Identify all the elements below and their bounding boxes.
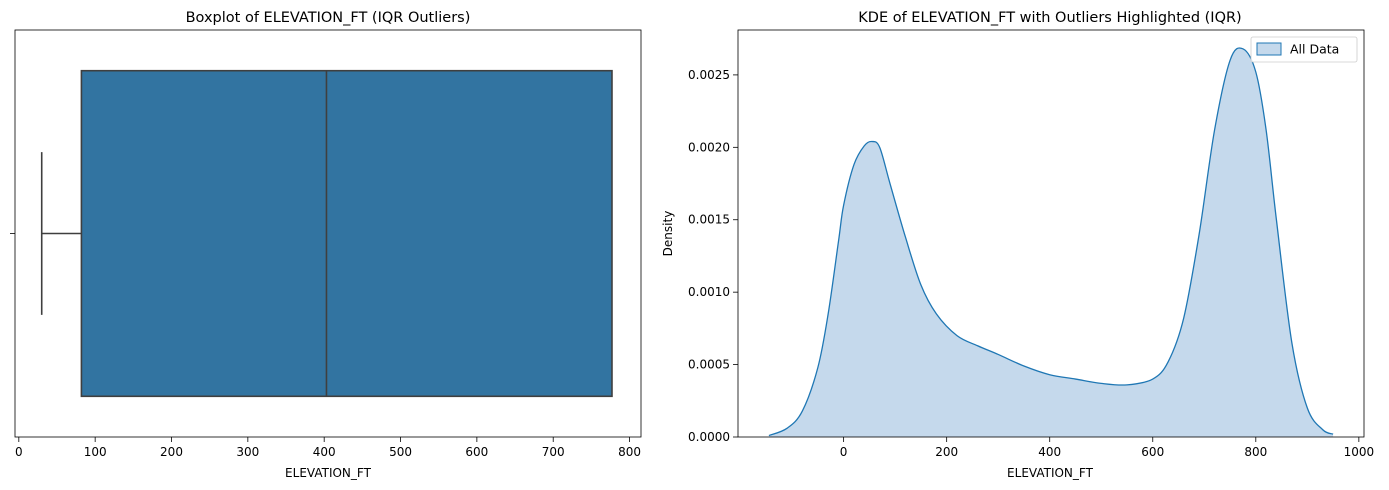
x-tick-label: 600 xyxy=(465,445,488,459)
x-tick-label: 400 xyxy=(313,445,336,459)
x-tick-label: 200 xyxy=(935,445,958,459)
kde-axes-frame xyxy=(737,29,1365,438)
x-tick-label: 300 xyxy=(236,445,259,459)
kde-panel: KDE of ELEVATION_FT with Outliers Highli… xyxy=(661,10,1374,480)
kde-x-axis-label: ELEVATION_FT xyxy=(1007,466,1094,480)
legend-label: All Data xyxy=(1290,42,1339,57)
x-tick-label: 500 xyxy=(389,445,412,459)
x-tick-label: 800 xyxy=(618,445,641,459)
x-tick-label: 100 xyxy=(84,445,107,459)
x-tick-label: 200 xyxy=(160,445,183,459)
kde-line xyxy=(768,47,1334,437)
boxplot-title: Boxplot of ELEVATION_FT (IQR Outliers) xyxy=(186,10,471,26)
kde-plot-area xyxy=(768,47,1334,437)
y-tick-label: 0.0000 xyxy=(688,430,730,444)
x-tick-label: 400 xyxy=(1038,445,1061,459)
y-tick-label: 0.0005 xyxy=(688,358,730,372)
kde-y-ticks: 0.0000 0.0005 0.0010 0.0015 0.0020 0.0025 xyxy=(688,68,738,444)
y-tick-label: 0.0025 xyxy=(688,68,730,82)
boxplot-plot-area xyxy=(40,69,613,398)
box-iqr xyxy=(80,69,613,398)
boxplot-x-axis-label: ELEVATION_FT xyxy=(285,466,372,480)
kde-y-axis-label: Density xyxy=(661,211,675,257)
x-tick-label: 600 xyxy=(1141,445,1164,459)
y-tick-label: 0.0020 xyxy=(688,140,730,154)
kde-title: KDE of ELEVATION_FT with Outliers Highli… xyxy=(858,10,1241,26)
boxplot-x-ticks: 0 100 200 300 400 500 600 700 800 xyxy=(15,437,641,459)
x-tick-label: 700 xyxy=(542,445,565,459)
x-tick-label: 800 xyxy=(1244,445,1267,459)
x-tick-label: 0 xyxy=(15,445,23,459)
boxplot-panel: Boxplot of ELEVATION_FT (IQR Outliers) 0… xyxy=(10,10,642,480)
kde-x-ticks: 0 200 400 600 800 1000 xyxy=(840,437,1374,459)
legend-swatch xyxy=(1256,42,1282,56)
y-tick-label: 0.0010 xyxy=(688,285,730,299)
y-tick-label: 0.0015 xyxy=(688,213,730,227)
x-tick-label: 0 xyxy=(840,445,848,459)
kde-area xyxy=(768,47,1334,437)
x-tick-label: 1000 xyxy=(1344,445,1375,459)
kde-legend: All Data xyxy=(1250,36,1358,63)
